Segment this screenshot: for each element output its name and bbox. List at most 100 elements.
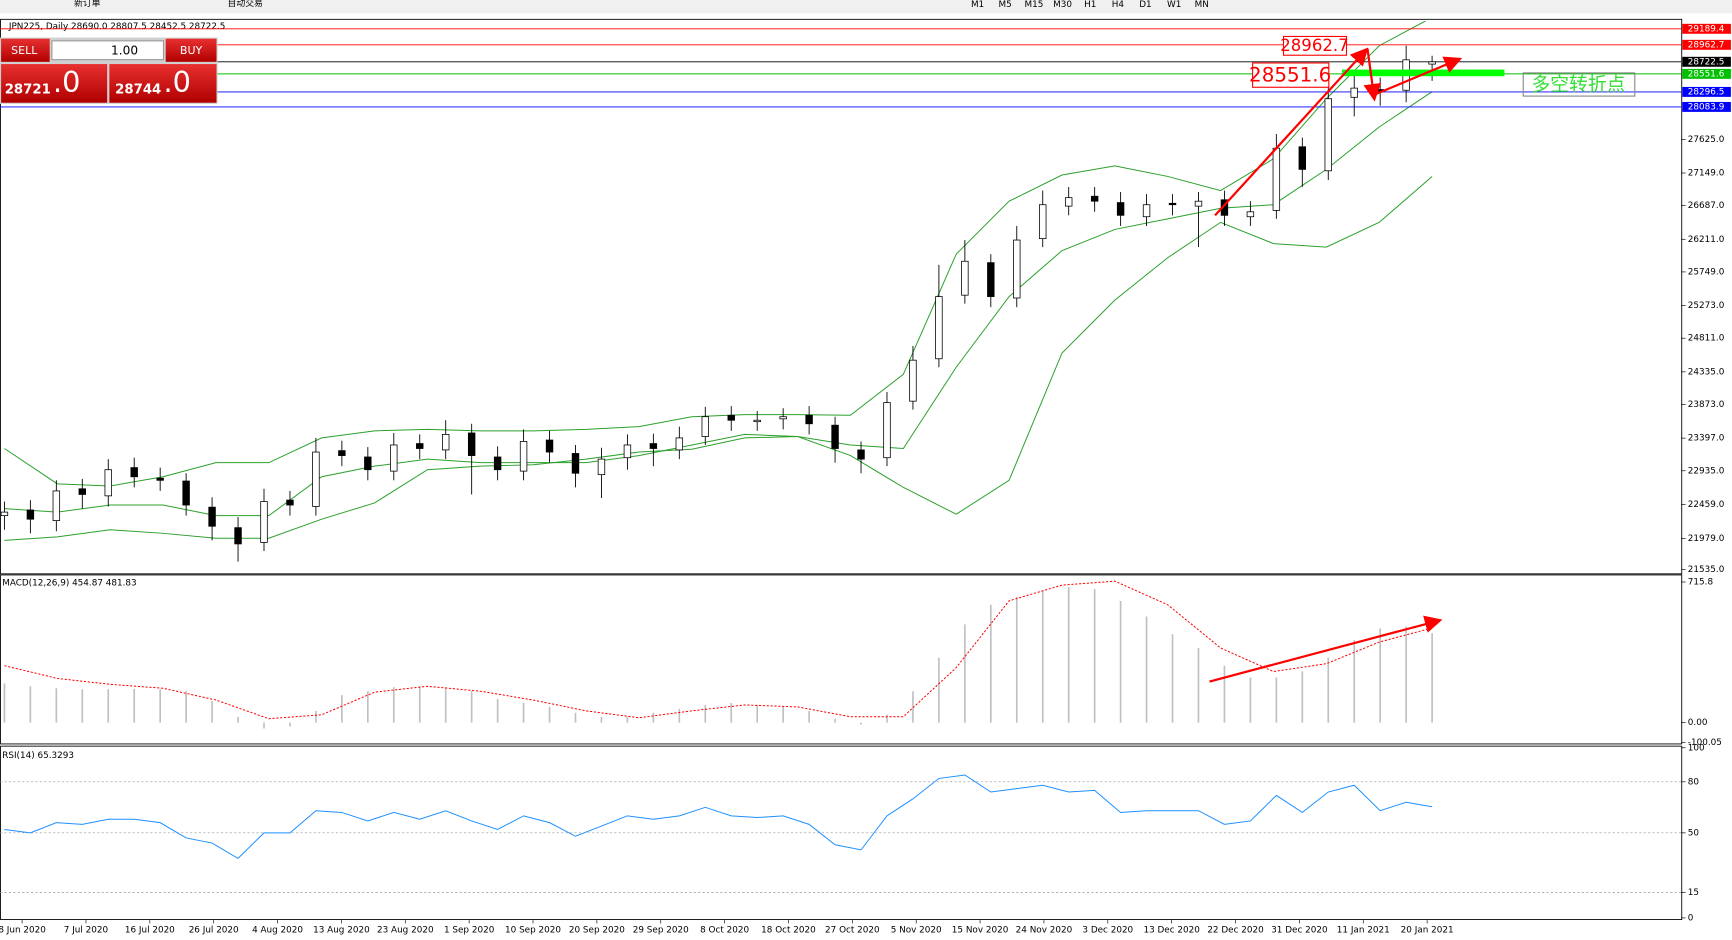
candle-body: [883, 402, 891, 459]
y-tick-label: 27149.0: [1688, 168, 1725, 178]
candle-body: [260, 501, 268, 543]
y-tick-label: 21535.0: [1688, 565, 1725, 575]
arrow: [1214, 47, 1369, 217]
rsi-plot: [0, 774, 1682, 893]
y-tick-label: 22935.0: [1688, 466, 1725, 476]
timeframe-button[interactable]: D1: [1139, 0, 1151, 10]
candle-body: [753, 419, 761, 423]
candle-body: [390, 444, 398, 472]
candle-body: [519, 441, 528, 472]
bollinger-middle: [4, 91, 1433, 517]
y-tick-label: 27625.0: [1688, 135, 1725, 145]
timeframes: M1 M5 M15 M30 H1 H4 D1 W1 MN: [971, 0, 1209, 10]
x-tick-label: 10 Sep 2020: [505, 926, 561, 936]
candle-body: [597, 458, 606, 476]
candle-body: [312, 451, 320, 507]
trade-panel: SELL 1.00 BUY 28721 .0 28744 .0: [0, 37, 218, 104]
y-tick-label: 715.8: [1688, 578, 1714, 588]
x-tick-label: 3 Dec 2020: [1082, 926, 1133, 936]
ask-price-frac: .0: [163, 65, 190, 99]
candle-body: [234, 527, 242, 545]
timeframe-button[interactable]: M1: [971, 0, 984, 10]
timeframe-button[interactable]: H1: [1084, 0, 1096, 10]
candle-body: [1142, 204, 1151, 218]
x-tick-label: 7 Jul 2020: [64, 926, 109, 936]
candle-body: [156, 477, 164, 481]
y-tick-label: 50: [1688, 828, 1700, 838]
timeframe-button[interactable]: M15: [1024, 0, 1043, 10]
price-label-bg: [1682, 101, 1731, 112]
x-tick-label: 15 Nov 2020: [952, 926, 1009, 936]
macd-header: MACD(12,26,9) 454.87 481.83: [2, 579, 136, 589]
y-tick-label: 25749.0: [1688, 267, 1725, 277]
candle-body: [130, 467, 138, 478]
x-tick-label: 11 Jan 2021: [1337, 926, 1390, 936]
annotation-box: [1252, 62, 1330, 88]
candle-body: [1350, 87, 1358, 98]
x-tick-label: 27 Oct 2020: [825, 926, 880, 936]
axes: 27625.0 27149.0 26687.0 26211.0 25749.0 25273…: [0, 23, 1731, 936]
ask-box[interactable]: [109, 64, 217, 103]
candle-body: [961, 260, 969, 296]
candle-body: [0, 511, 9, 517]
y-tick-label: 100: [1688, 743, 1705, 753]
x-tick-label: 26 Jul 2020: [189, 926, 239, 936]
ask-price: 28744: [115, 82, 161, 97]
arrow: [1209, 615, 1443, 683]
candle-body: [727, 414, 735, 421]
candle-body: [1246, 211, 1255, 218]
buy-button[interactable]: [165, 38, 217, 62]
macd-signal: [4, 580, 1433, 720]
x-tick-label: 31 Dec 2020: [1271, 926, 1328, 936]
bollinger-upper: [4, 20, 1427, 487]
candle-body: [1298, 146, 1307, 170]
toolbar-button[interactable]: 新订单: [74, 0, 101, 9]
x-tick-label: 18 Oct 2020: [761, 926, 816, 936]
y-tick-label: -100.05: [1688, 738, 1722, 748]
x-tick-label: 13 Dec 2020: [1143, 926, 1200, 936]
candle-body: [805, 414, 813, 425]
price-label-bg: [1682, 86, 1731, 97]
candle-body: [416, 443, 424, 449]
green-zone: [1342, 69, 1505, 77]
y-tick-label: 15: [1688, 888, 1699, 898]
y-tick-label: 26211.0: [1688, 235, 1725, 245]
candle-body: [1116, 202, 1125, 216]
x-tick-label: 4 Aug 2020: [252, 926, 303, 936]
timeframe-button[interactable]: M30: [1053, 0, 1072, 10]
y-tick-label: 22459.0: [1688, 500, 1725, 510]
timeframe-button[interactable]: H4: [1112, 0, 1125, 10]
rsi-line: [4, 774, 1433, 859]
candle-body: [104, 469, 112, 497]
candle-body: [1090, 195, 1099, 202]
x-tick-label: 8 Jun 2020: [0, 926, 46, 936]
x-tick-label: 24 Nov 2020: [1016, 926, 1073, 936]
annotations: 28962.7 28551.6 多空转折点: [1209, 36, 1636, 683]
candle-body: [545, 439, 554, 453]
candle-body: [208, 506, 216, 527]
candle-body: [1064, 197, 1073, 207]
timeframe-button[interactable]: W1: [1167, 0, 1181, 10]
candle-body: [442, 433, 450, 451]
x-tick-label: 5 Nov 2020: [891, 926, 942, 936]
candle-body: [1039, 204, 1047, 240]
price-label: 29189.4: [1688, 24, 1725, 34]
candle-body: [493, 456, 502, 471]
volume-input[interactable]: [51, 40, 165, 61]
candle-body: [182, 480, 190, 506]
sell-button[interactable]: [1, 38, 50, 62]
volume-value: 1.00: [111, 43, 138, 57]
bid-price-frac: .0: [53, 65, 80, 99]
annotation-box: [1522, 72, 1636, 97]
y-tick-label: 26687.0: [1688, 201, 1725, 211]
candle-body: [364, 456, 372, 471]
candle-body: [779, 416, 787, 420]
bid-box[interactable]: [1, 64, 108, 103]
timeframe-button[interactable]: MN: [1195, 0, 1209, 10]
sell-label: SELL: [11, 44, 38, 57]
price-label-bg: [1682, 39, 1731, 50]
toolbar-button[interactable]: 自动交易: [228, 0, 263, 9]
timeframe-button[interactable]: M5: [999, 0, 1012, 10]
candle-body: [1168, 202, 1177, 206]
price-label-bg: [1682, 23, 1731, 34]
